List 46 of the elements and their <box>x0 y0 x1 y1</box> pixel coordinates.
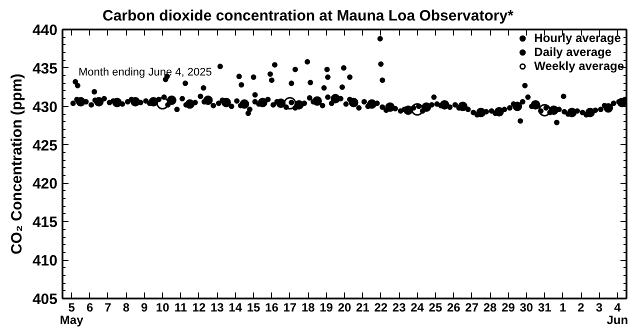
y-tick-label: 440 <box>32 22 58 39</box>
x-tick-label: 30 <box>520 300 534 314</box>
x-tick-label: 21 <box>356 300 370 314</box>
y-tick-label: 415 <box>32 214 58 232</box>
x-tick-label: 10 <box>156 300 170 314</box>
x-tick-label: 27 <box>465 300 479 314</box>
x-tick-label: 26 <box>446 300 461 314</box>
point <box>166 95 176 105</box>
y-tick-label: 435 <box>32 60 58 78</box>
annotation: Month ending June 4, 2025 <box>78 66 212 78</box>
chart-title: Carbon dioxide concentration at Mauna Loa Observatory* <box>102 8 514 24</box>
x-tick-label: 19 <box>320 300 334 314</box>
x-tick-label: 15 <box>246 300 261 314</box>
x-tick-label: 17 <box>283 300 297 314</box>
y-tick-label: 425 <box>32 137 58 154</box>
x-tick-label: 24 <box>410 300 424 314</box>
x-tick-label: 6 <box>86 300 94 314</box>
legend-label: Daily average <box>534 45 612 59</box>
x-tick-label: 28 <box>483 300 498 314</box>
x-tick-label: 13 <box>210 300 224 314</box>
x-tick-label: 14 <box>228 300 242 314</box>
x-tick-label: 12 <box>192 300 206 314</box>
x-tick-label: 23 <box>392 300 406 314</box>
y-tick-label: 410 <box>32 252 58 270</box>
x-tick-label: 25 <box>428 300 442 314</box>
y-tick-label: 430 <box>32 98 58 116</box>
x-tick-label: 2 <box>578 300 585 314</box>
x-tick-label: 29 <box>502 300 516 314</box>
x-tick-label: 22 <box>374 300 388 314</box>
x-tick-label: 9 <box>141 300 148 314</box>
y-axis-title: CO₂ Concentration (ppm) <box>8 74 26 254</box>
x-tick-label: 16 <box>265 300 279 314</box>
y-tick-label: 420 <box>32 176 58 193</box>
x-tick-label: 3 <box>596 300 603 314</box>
x-tick-label: 7 <box>104 300 112 314</box>
x-tick-label: 31 <box>538 300 552 314</box>
legend-label: Weekly average <box>534 59 624 73</box>
x-tick-label: 20 <box>338 300 352 314</box>
x-tick-label: 1 <box>559 300 566 314</box>
legend-label: Hourly average <box>534 31 621 45</box>
y-tick-label: 405 <box>32 291 58 308</box>
x-tick-label: 11 <box>174 300 188 314</box>
x-tick-label: 5 May <box>60 300 84 328</box>
x-tick-label: 8 <box>122 300 130 314</box>
x-tick-label: 4 Jun <box>606 300 628 328</box>
x-tick-label: 18 <box>301 300 316 314</box>
